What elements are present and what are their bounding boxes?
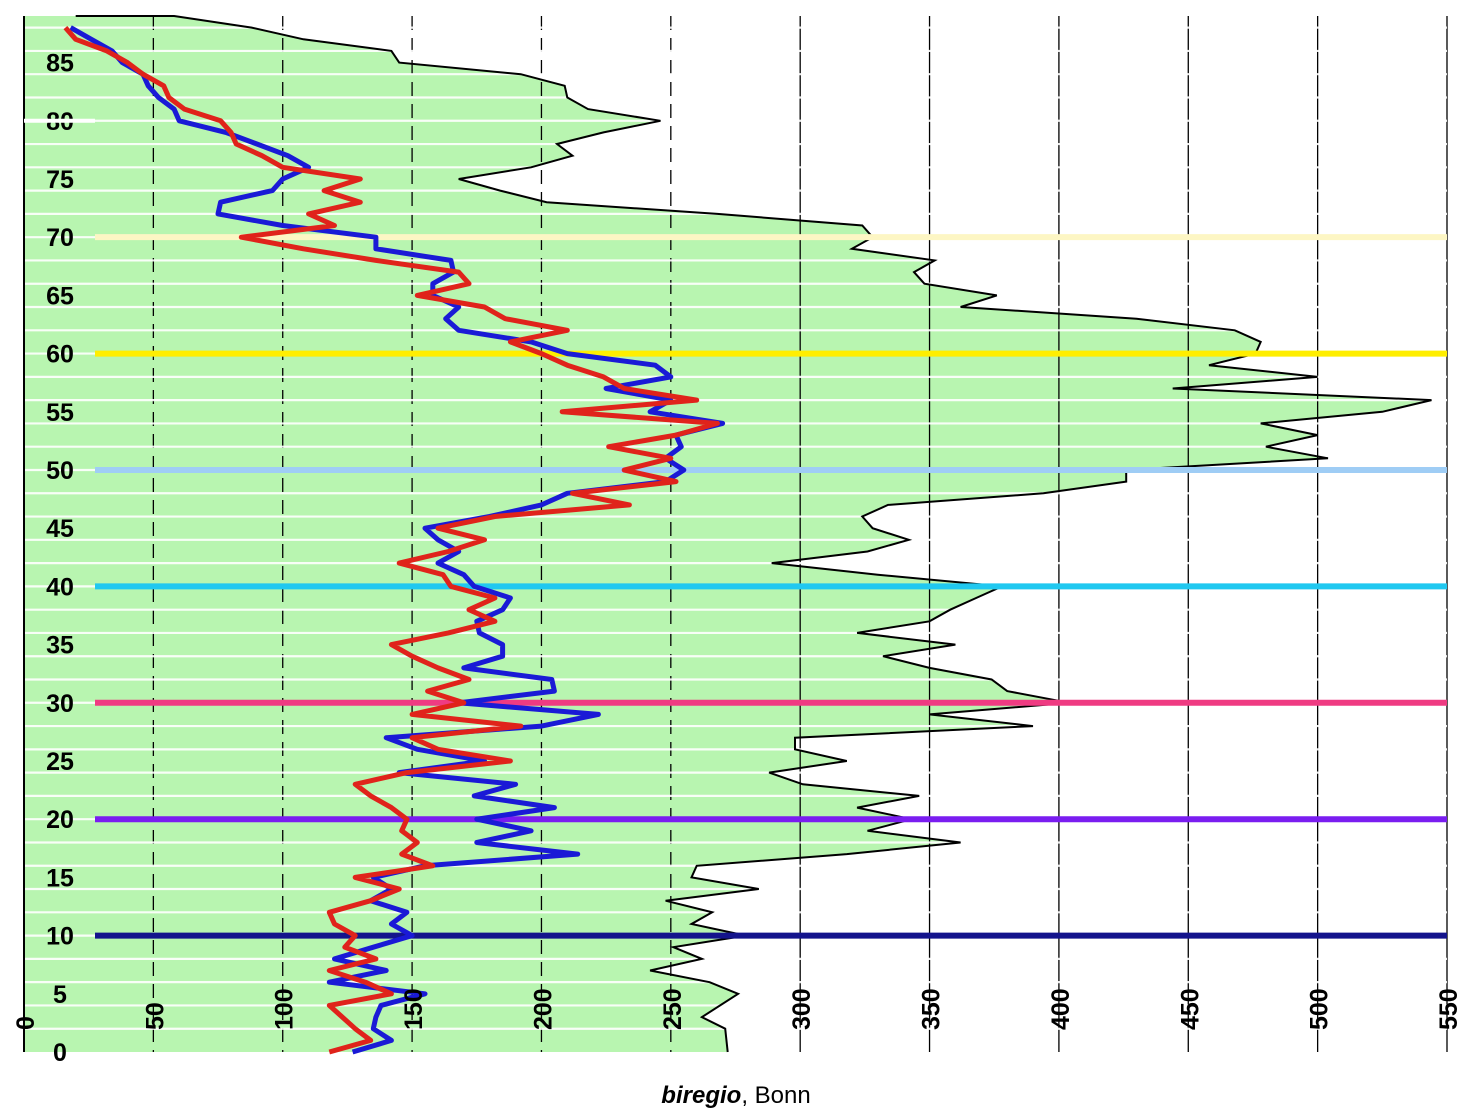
x-axis-label-italic: biregio	[661, 1082, 741, 1109]
y-tick-label-85: 85	[46, 50, 74, 78]
y-tick-label-25: 25	[46, 748, 74, 776]
reference-lines	[95, 234, 1447, 939]
series-line-red	[63, 25, 720, 1055]
y-tick-label-50: 50	[46, 457, 74, 485]
y-tick-label-5: 5	[53, 981, 67, 1009]
y-tick-label-70: 70	[46, 224, 74, 252]
gridlines	[152, 16, 1448, 1052]
y-tick-label-15: 15	[46, 864, 74, 892]
envelope-area	[24, 16, 1432, 1052]
y-tick-label-55: 55	[46, 399, 74, 427]
y-tick-label-45: 45	[46, 515, 74, 543]
y-tick-label-0: 0	[53, 1039, 67, 1067]
x-tick-label-350: 350	[918, 988, 946, 1030]
x-tick-label-450: 450	[1176, 988, 1204, 1030]
envelope-outline	[75, 15, 1432, 1053]
y-tick-label-60: 60	[46, 341, 74, 369]
y-tick-label-75: 75	[46, 166, 74, 194]
x-tick-label-400: 400	[1047, 988, 1075, 1030]
data-lines	[63, 25, 726, 1055]
x-tick-labels: 0 50 100 150 200 250 300 350 400 450 500 550	[12, 988, 1463, 1030]
x-tick-label-50: 50	[141, 1002, 169, 1030]
x-axis-label-rest: , Bonn	[741, 1082, 810, 1109]
x-tick-label-300: 300	[788, 988, 816, 1030]
x-tick-label-0: 0	[12, 1016, 40, 1030]
x-tick-label-250: 250	[659, 988, 687, 1030]
x-tick-label-500: 500	[1306, 988, 1334, 1030]
x-tick-label-150: 150	[400, 988, 428, 1030]
y-tick-label-35: 35	[46, 632, 74, 660]
y-tick-label-20: 20	[46, 806, 74, 834]
y-tick-label-30: 30	[46, 690, 74, 718]
y-tick-label-40: 40	[46, 573, 74, 601]
envelope-series	[24, 16, 1432, 1052]
x-axis-label: biregio, Bonn	[661, 1082, 810, 1109]
x-tick-label-200: 200	[529, 988, 557, 1030]
x-tick-label-550: 550	[1435, 988, 1463, 1030]
y-tick-label-65: 65	[46, 282, 74, 310]
y-tick-label-10: 10	[46, 923, 74, 951]
x-tick-label-100: 100	[271, 988, 299, 1030]
